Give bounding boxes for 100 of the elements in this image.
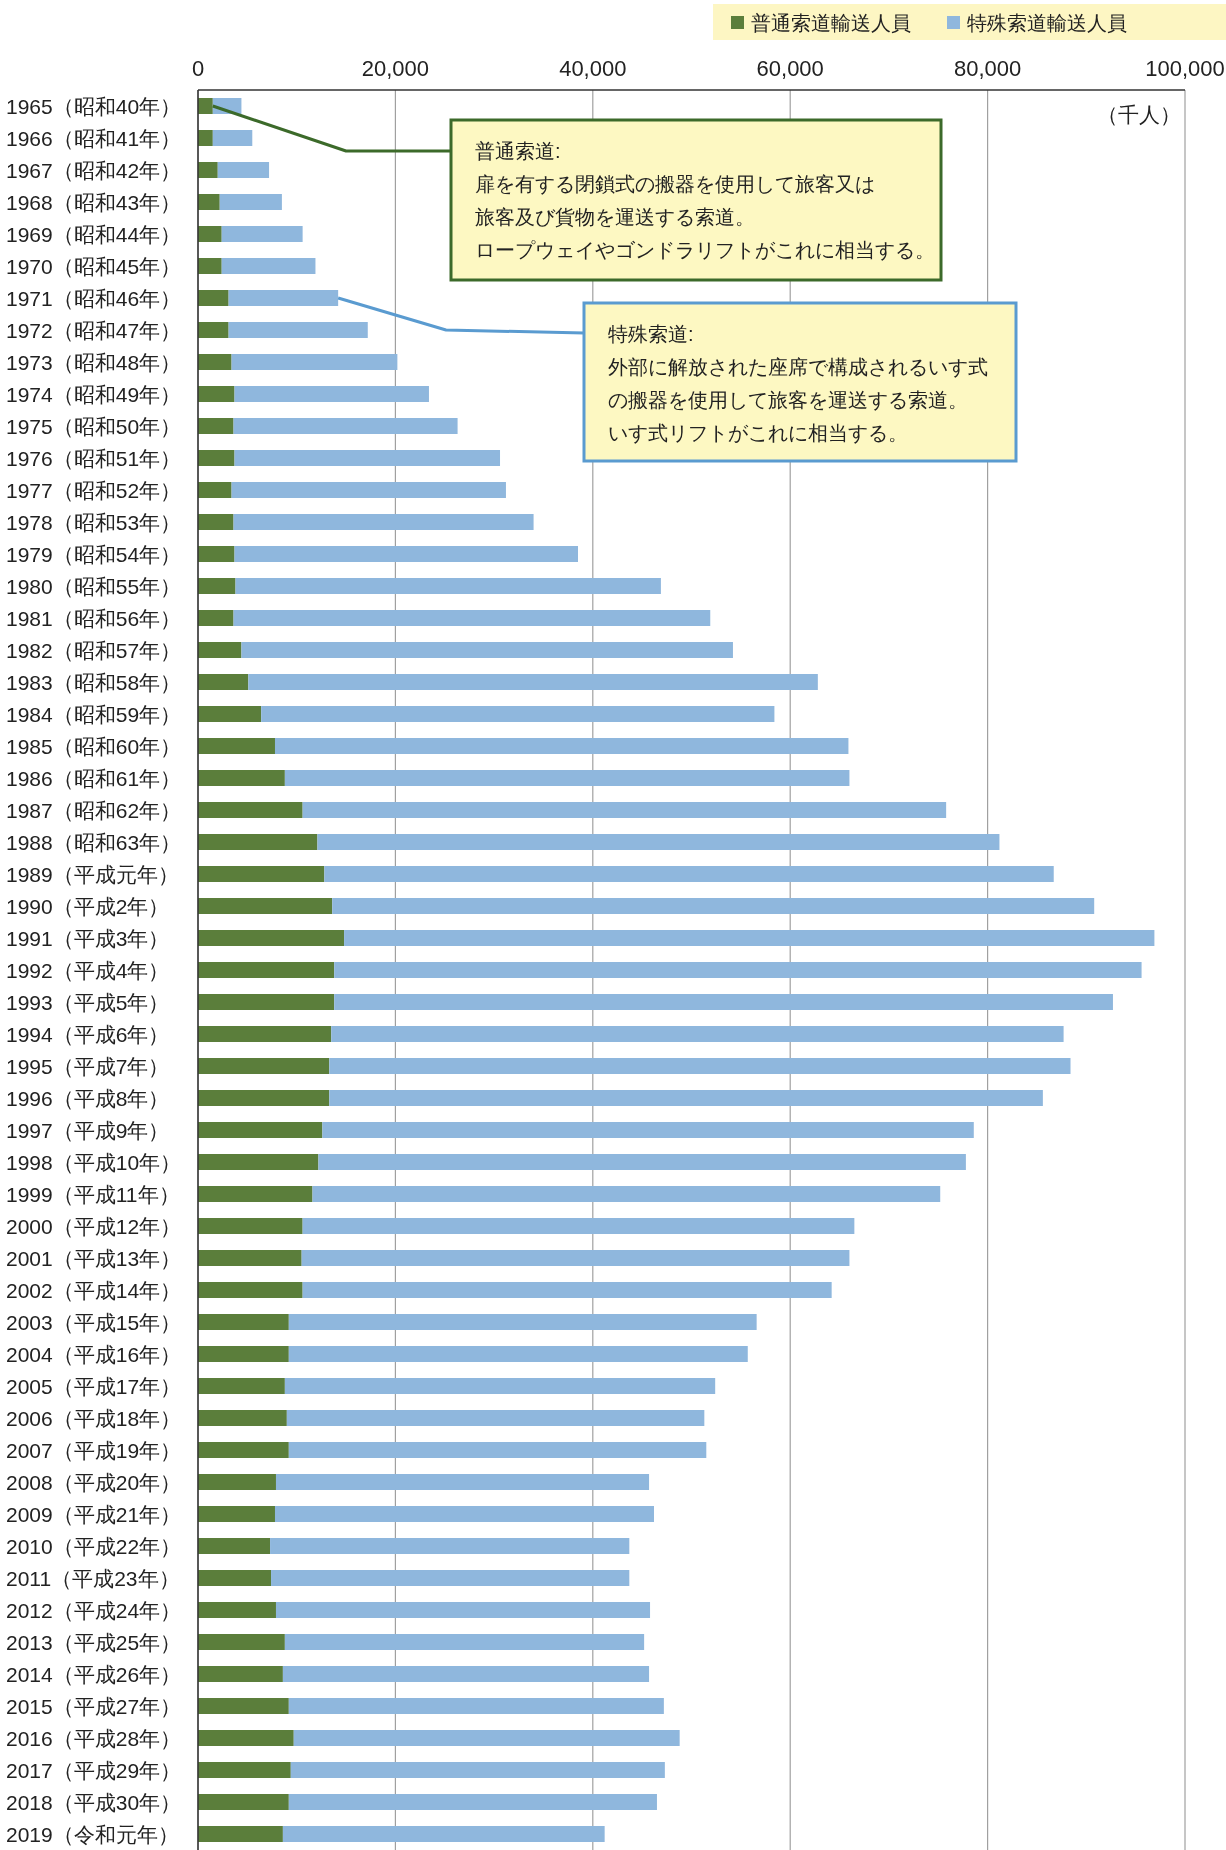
- bar: [212, 130, 253, 146]
- bar: [198, 1026, 332, 1042]
- bar: [198, 1474, 276, 1490]
- bar: [228, 290, 339, 306]
- bar: [198, 1410, 287, 1426]
- bar: [198, 962, 335, 978]
- bar: [284, 1634, 645, 1650]
- bar: [293, 1730, 680, 1746]
- y-tick-label: 1966（昭和41年）: [6, 127, 182, 150]
- bar: [198, 1794, 289, 1810]
- y-tick-label: 1974（昭和49年）: [6, 383, 182, 406]
- bar: [288, 1698, 664, 1714]
- bar: [198, 418, 234, 434]
- x-tick-label: 60,000: [756, 56, 824, 81]
- y-tick-label: 1965（昭和40年）: [6, 95, 182, 118]
- bar: [198, 610, 234, 626]
- y-tick-label: 1969（昭和44年）: [6, 223, 182, 246]
- bar: [288, 1442, 707, 1458]
- y-tick-label: 1967（昭和42年）: [6, 159, 182, 182]
- y-tick-label: 1996（平成8年）: [6, 1087, 170, 1110]
- annotation: 旅客及び貨物を運送する索道。: [475, 206, 755, 228]
- y-tick-label: 1981（昭和56年）: [6, 607, 182, 630]
- bar: [290, 1762, 665, 1778]
- bar: [198, 1282, 303, 1298]
- y-tick-label: 1990（平成2年）: [6, 895, 170, 918]
- y-tick-label: 2001（平成13年）: [6, 1247, 182, 1270]
- x-tick-label: 0: [191, 56, 205, 81]
- y-tick-label: 1985（昭和60年）: [6, 735, 182, 758]
- bar: [329, 1090, 1043, 1106]
- x-tick-label: 100,000: [1145, 56, 1225, 81]
- bar: [198, 258, 222, 274]
- bar: [284, 1378, 716, 1394]
- y-tick-label: 1995（平成7年）: [6, 1055, 170, 1078]
- y-tick-label: 1983（昭和58年）: [6, 671, 182, 694]
- y-tick-label: 2008（平成20年）: [6, 1471, 182, 1494]
- annotation: 外部に解放された座席で構成されるいす式: [608, 356, 988, 378]
- bar: [234, 450, 501, 466]
- bar: [301, 1250, 850, 1266]
- y-tick-label: 2003（平成15年）: [6, 1311, 182, 1334]
- bar: [198, 226, 222, 242]
- y-tick-label: 1971（昭和46年）: [6, 287, 182, 310]
- y-tick-label: 1978（昭和53年）: [6, 511, 182, 534]
- bar: [198, 194, 220, 210]
- bar: [198, 1090, 330, 1106]
- bar: [217, 162, 270, 178]
- bar: [198, 994, 335, 1010]
- y-tick-label: 2015（平成27年）: [6, 1695, 182, 1718]
- bar: [302, 1282, 832, 1298]
- bar: [198, 1666, 283, 1682]
- bar: [198, 1730, 294, 1746]
- bar: [318, 1154, 966, 1170]
- bar: [312, 1186, 941, 1202]
- bar: [329, 1058, 1071, 1074]
- bar: [198, 482, 232, 498]
- bar: [198, 834, 318, 850]
- bar: [198, 1058, 330, 1074]
- bar: [270, 1538, 630, 1554]
- y-tick-label: 1973（昭和48年）: [6, 351, 182, 374]
- bar: [198, 706, 262, 722]
- y-tick-label: 1986（昭和61年）: [6, 767, 182, 790]
- bar: [228, 322, 368, 338]
- y-tick-label: 1970（昭和45年）: [6, 255, 182, 278]
- bar: [331, 1026, 1064, 1042]
- bar: [198, 1154, 319, 1170]
- bar: [198, 1442, 289, 1458]
- bar: [198, 770, 285, 786]
- y-tick-label: 1998（平成10年）: [6, 1151, 182, 1174]
- bar: [198, 450, 235, 466]
- y-tick-label: 1992（平成4年）: [6, 959, 170, 982]
- bar: [198, 1218, 303, 1234]
- y-tick-label: 2009（平成21年）: [6, 1503, 182, 1526]
- legend-label: 特殊索道輸送人員: [967, 12, 1127, 34]
- y-tick-label: 2016（平成28年）: [6, 1727, 182, 1750]
- bar: [275, 1474, 650, 1490]
- y-tick-label: 2018（平成30年）: [6, 1791, 182, 1814]
- bar: [344, 930, 1155, 946]
- bar: [198, 1570, 272, 1586]
- bar: [233, 514, 534, 530]
- bar: [282, 1826, 605, 1842]
- bar: [288, 1314, 757, 1330]
- y-tick-label: 2019（令和元年）: [6, 1823, 179, 1846]
- bar: [198, 1826, 283, 1842]
- annotation: ロープウェイやゴンドラリフトがこれに相当する。: [475, 239, 935, 261]
- bar: [233, 418, 458, 434]
- y-tick-label: 1994（平成6年）: [6, 1023, 170, 1046]
- y-tick-label: 1984（昭和59年）: [6, 703, 182, 726]
- bar: [198, 802, 303, 818]
- legend-label: 普通索道輸送人員: [751, 12, 911, 34]
- y-tick-label: 2013（平成25年）: [6, 1631, 182, 1654]
- x-tick-label: 20,000: [361, 56, 430, 81]
- bar: [275, 1602, 651, 1618]
- bar: [198, 1634, 285, 1650]
- annotation: 特殊索道:: [608, 323, 694, 345]
- bar: [198, 578, 236, 594]
- bar: [221, 226, 303, 242]
- bar: [198, 546, 235, 562]
- bar: [198, 98, 213, 114]
- bar: [322, 1122, 974, 1138]
- bar: [198, 866, 325, 882]
- bar: [221, 258, 316, 274]
